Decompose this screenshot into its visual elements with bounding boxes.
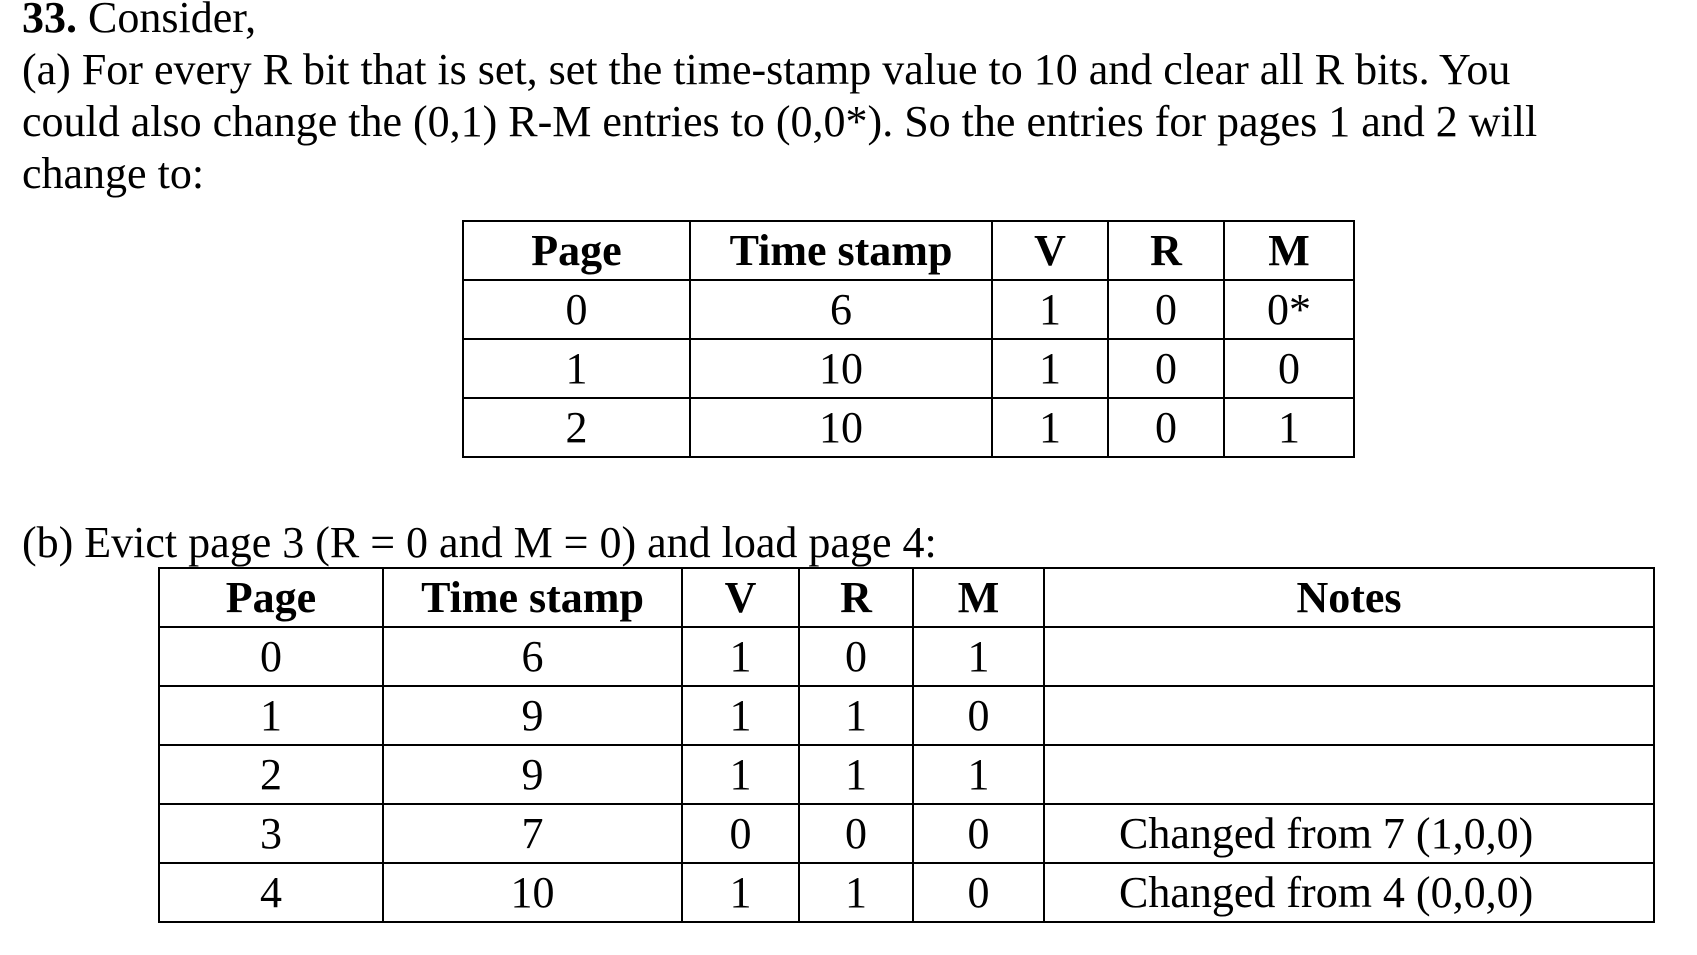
cell-notes: Changed from 4 (0,0,0) (1043, 862, 1655, 923)
part-a-line-3: change to: (22, 149, 205, 198)
table-row: 0 6 1 0 0* (462, 279, 1355, 340)
header-v: V (991, 220, 1109, 281)
cell-time-stamp: 6 (689, 279, 993, 340)
cell-page: 0 (462, 279, 691, 340)
cell-notes (1043, 744, 1655, 805)
cell-time-stamp: 9 (382, 744, 683, 805)
cell-m: 0 (1223, 338, 1355, 399)
question-text: 33. Consider, (a) For every R bit that i… (22, 0, 1692, 200)
table-row: 1 9 1 1 0 (158, 685, 1655, 746)
table-row: 4 10 1 1 0 Changed from 4 (0,0,0) (158, 862, 1655, 923)
cell-time-stamp: 10 (689, 338, 993, 399)
header-r: R (1107, 220, 1225, 281)
cell-v: 1 (681, 626, 800, 687)
header-v: V (681, 567, 800, 628)
header-page: Page (462, 220, 691, 281)
table-row: 2 10 1 0 1 (462, 397, 1355, 458)
cell-v: 1 (681, 744, 800, 805)
table-row: 2 9 1 1 1 (158, 744, 1655, 805)
page-table-a: Page Time stamp V R M 0 6 1 0 0* 1 10 1 … (462, 220, 1355, 458)
cell-r: 1 (798, 685, 914, 746)
cell-r: 0 (1107, 279, 1225, 340)
header-notes: Notes (1043, 567, 1655, 628)
header-time-stamp: Time stamp (689, 220, 993, 281)
cell-time-stamp: 10 (689, 397, 993, 458)
part-a-line-2: could also change the (0,1) R-M entries … (22, 97, 1538, 146)
cell-r: 1 (798, 862, 914, 923)
question-heading: 33. Consider, (22, 0, 1692, 44)
cell-v: 1 (991, 397, 1109, 458)
cell-page: 2 (158, 744, 384, 805)
cell-r: 0 (1107, 397, 1225, 458)
cell-v: 1 (681, 685, 800, 746)
cell-r: 0 (798, 626, 914, 687)
cell-time-stamp: 10 (382, 862, 683, 923)
cell-v: 0 (681, 803, 800, 864)
cell-page: 1 (158, 685, 384, 746)
table-row: 0 6 1 0 1 (158, 626, 1655, 687)
table-row: 3 7 0 0 0 Changed from 7 (1,0,0) (158, 803, 1655, 864)
header-time-stamp: Time stamp (382, 567, 683, 628)
cell-notes (1043, 685, 1655, 746)
part-a-line-1: (a) For every R bit that is set, set the… (22, 45, 1511, 94)
cell-m: 0 (912, 685, 1045, 746)
cell-m: 1 (912, 744, 1045, 805)
table-header-row: Page Time stamp V R M (462, 220, 1355, 281)
header-m: M (912, 567, 1045, 628)
cell-v: 1 (991, 338, 1109, 399)
cell-notes (1043, 626, 1655, 687)
table-header-row: Page Time stamp V R M Notes (158, 567, 1655, 628)
cell-r: 1 (798, 744, 914, 805)
cell-notes: Changed from 7 (1,0,0) (1043, 803, 1655, 864)
cell-m: 0* (1223, 279, 1355, 340)
cell-r: 0 (798, 803, 914, 864)
cell-time-stamp: 6 (382, 626, 683, 687)
header-m: M (1223, 220, 1355, 281)
question-intro: Consider, (77, 0, 257, 42)
cell-page: 3 (158, 803, 384, 864)
part-b-text: (b) Evict page 3 (R = 0 and M = 0) and l… (22, 518, 937, 567)
cell-page: 4 (158, 862, 384, 923)
cell-m: 1 (912, 626, 1045, 687)
question-number: 33. (22, 0, 77, 42)
cell-page: 1 (462, 338, 691, 399)
cell-v: 1 (991, 279, 1109, 340)
page-table-b: Page Time stamp V R M Notes 0 6 1 0 1 1 … (158, 567, 1655, 923)
cell-r: 0 (1107, 338, 1225, 399)
cell-v: 1 (681, 862, 800, 923)
cell-time-stamp: 7 (382, 803, 683, 864)
cell-page: 0 (158, 626, 384, 687)
header-r: R (798, 567, 914, 628)
cell-m: 0 (912, 803, 1045, 864)
cell-time-stamp: 9 (382, 685, 683, 746)
table-row: 1 10 1 0 0 (462, 338, 1355, 399)
cell-page: 2 (462, 397, 691, 458)
header-page: Page (158, 567, 384, 628)
cell-m: 1 (1223, 397, 1355, 458)
cell-m: 0 (912, 862, 1045, 923)
